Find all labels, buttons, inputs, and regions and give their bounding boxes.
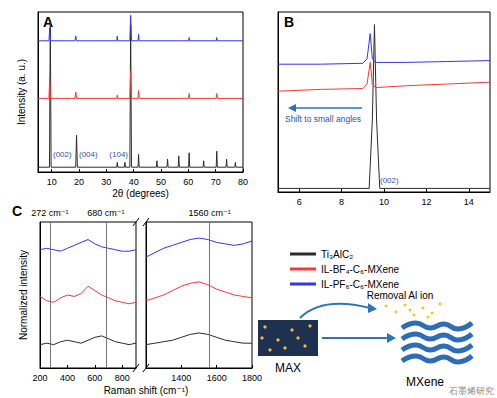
svg-text:10: 10 [379,197,389,207]
svg-text:(002): (002) [53,150,72,159]
svg-text:(104): (104) [109,150,128,159]
svg-text:10: 10 [47,177,57,187]
svg-text:40: 40 [129,177,139,187]
svg-text:石墨烯研究: 石墨烯研究 [449,386,494,396]
svg-text:IL-BF₄-C₆-MXene: IL-BF₄-C₆-MXene [321,264,400,275]
svg-text:20: 20 [74,177,84,187]
svg-text:1800: 1800 [242,373,262,383]
svg-text:80: 80 [238,177,248,187]
svg-text:12: 12 [421,197,431,207]
svg-text:IL-PF₆-C₆-MXene: IL-PF₆-C₆-MXene [321,279,400,290]
svg-text:Removal Al ion: Removal Al ion [367,290,434,301]
svg-text:600: 600 [87,373,102,383]
svg-text:50: 50 [156,177,166,187]
svg-text:1600: 1600 [207,373,227,383]
svg-text:MXene: MXene [406,375,444,389]
svg-text:70: 70 [211,177,221,187]
svg-text:60: 60 [183,177,193,187]
svg-text:6: 6 [297,197,302,207]
svg-text:Intensity (a. u.): Intensity (a. u.) [16,59,27,125]
svg-text:14: 14 [464,197,474,207]
svg-text:8: 8 [339,197,344,207]
svg-text:Ti₃AlC₂: Ti₃AlC₂ [321,249,353,260]
svg-text:Normalized intensity: Normalized intensity [18,250,29,340]
svg-text:272 cm⁻¹: 272 cm⁻¹ [31,208,68,218]
svg-text:MAX: MAX [275,361,301,375]
svg-text:(002): (002) [380,176,399,185]
svg-text:30: 30 [101,177,111,187]
svg-text:2θ (degrees): 2θ (degrees) [112,188,169,199]
svg-text:680 cm⁻¹: 680 cm⁻¹ [87,208,124,218]
svg-text:1400: 1400 [171,373,191,383]
svg-text:800: 800 [115,373,130,383]
svg-text:400: 400 [60,373,75,383]
svg-text:A: A [43,14,53,30]
svg-text:200: 200 [32,373,47,383]
svg-text:Raman shift (cm⁻¹): Raman shift (cm⁻¹) [104,385,189,396]
svg-text:B: B [284,14,294,30]
svg-text:Shift to small angles: Shift to small angles [285,114,361,124]
svg-text:1560 cm⁻¹: 1560 cm⁻¹ [188,208,230,218]
svg-text:C: C [12,203,22,219]
svg-text:(004): (004) [79,150,98,159]
